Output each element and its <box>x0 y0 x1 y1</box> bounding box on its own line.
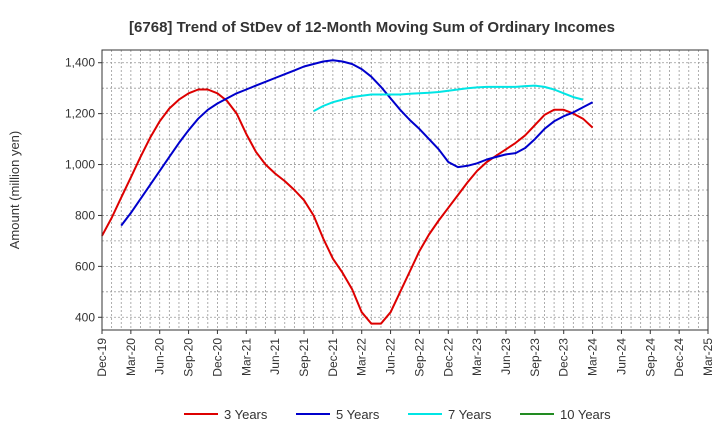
x-tick-label: Jun-21 <box>268 338 282 375</box>
series-line-3-years <box>101 88 594 325</box>
x-tick-label: Jun-24 <box>614 338 628 375</box>
x-tick-label: Dec-22 <box>441 338 455 377</box>
x-tick-label: Dec-21 <box>326 338 340 377</box>
x-tick-label: Dec-23 <box>557 338 571 377</box>
y-tick-label: 800 <box>75 208 95 222</box>
legend-label: 10 Years <box>560 407 611 422</box>
x-tick-label: Sep-24 <box>643 338 657 377</box>
grid <box>101 50 708 330</box>
x-tick-label: Mar-25 <box>701 338 715 376</box>
chart-title: [6768] Trend of StDev of 12-Month Moving… <box>129 19 615 36</box>
x-tick-label: Dec-24 <box>672 338 686 377</box>
x-tick-label: Mar-21 <box>239 338 253 376</box>
series-line-5-years <box>120 59 594 227</box>
legend-label: 5 Years <box>336 407 380 422</box>
x-tick-label: Mar-22 <box>355 338 369 376</box>
x-tick-label: Jun-20 <box>153 338 167 375</box>
x-tick-label: Dec-19 <box>95 338 109 377</box>
y-tick-label: 1,000 <box>65 158 95 172</box>
x-tick-label: Jun-23 <box>499 338 513 375</box>
y-axis-label: Amount (million yen) <box>7 131 22 250</box>
y-tick-label: 1,400 <box>65 56 95 70</box>
y-tick-label: 600 <box>75 259 95 273</box>
x-tick-label: Sep-21 <box>297 338 311 377</box>
legend-label: 3 Years <box>224 407 268 422</box>
series-lines <box>101 59 594 325</box>
x-tick-label: Sep-20 <box>182 338 196 377</box>
x-tick-label: Mar-23 <box>470 338 484 376</box>
legend-label: 7 Years <box>448 407 492 422</box>
x-tick-label: Dec-20 <box>210 338 224 377</box>
series-line-7-years <box>313 84 584 112</box>
x-tick-label: Mar-20 <box>124 338 138 376</box>
y-tick-label: 1,200 <box>65 107 95 121</box>
x-tick-label: Mar-24 <box>586 338 600 376</box>
x-tick-label: Sep-22 <box>412 338 426 377</box>
x-tick-label: Sep-23 <box>528 338 542 377</box>
legend: 3 Years 5 Years 7 Years 10 Years <box>184 407 611 422</box>
x-tick-label: Jun-22 <box>384 338 398 375</box>
y-tick-label: 400 <box>75 310 95 324</box>
x-axis-ticks: Dec-19 Mar-20 Jun-20 Sep-20 Dec-20 Mar-21 Jun-… <box>95 330 715 377</box>
plot-frame <box>101 49 709 331</box>
y-axis-ticks: 400 600 800 1,000 1,200 1,400 <box>65 56 102 324</box>
